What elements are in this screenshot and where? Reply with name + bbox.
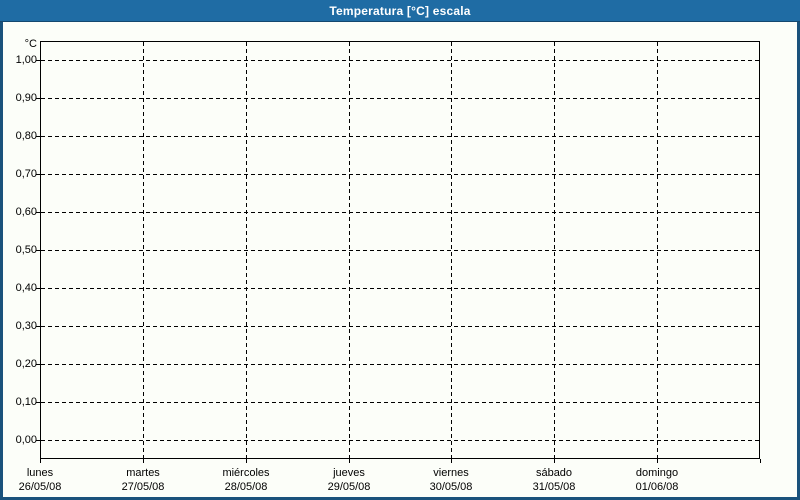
- y-tick-mark: [36, 174, 40, 175]
- v-gridline: [451, 42, 452, 458]
- y-tick-label: 0,70: [15, 168, 37, 180]
- x-tick-mark: [40, 459, 41, 463]
- y-tick-mark: [36, 136, 40, 137]
- h-gridline: [41, 326, 759, 327]
- h-gridline: [41, 440, 759, 441]
- y-tick-mark: [36, 98, 40, 99]
- x-category-label: martes 27/05/08: [83, 466, 203, 494]
- h-gridline: [41, 60, 759, 61]
- y-tick-label: 0,90: [15, 92, 37, 104]
- v-gridline: [349, 42, 350, 458]
- v-gridline: [143, 42, 144, 458]
- window-frame-left: [0, 22, 3, 500]
- y-tick-label: 0,40: [15, 282, 37, 294]
- x-tick-mark: [554, 459, 555, 463]
- plot-area: [40, 41, 760, 459]
- x-category-label: miércoles 28/05/08: [186, 466, 306, 494]
- x-date-label: 29/05/08: [327, 481, 371, 493]
- x-tick-mark: [349, 459, 350, 463]
- x-weekday-label: miércoles: [222, 467, 270, 479]
- y-tick-label: 0,00: [15, 434, 37, 446]
- x-date-label: 31/05/08: [532, 481, 576, 493]
- y-tick-label: 0,50: [15, 244, 37, 256]
- x-weekday-label: viernes: [433, 467, 469, 479]
- x-category-label: lunes 26/05/08: [0, 466, 100, 494]
- y-tick-label: 0,30: [15, 320, 37, 332]
- x-tick-mark: [143, 459, 144, 463]
- x-weekday-label: jueves: [333, 467, 365, 479]
- x-date-label: 30/05/08: [429, 481, 473, 493]
- x-tick-mark: [451, 459, 452, 463]
- y-tick-label: 0,80: [15, 130, 37, 142]
- h-gridline: [41, 98, 759, 99]
- y-axis-unit-label: °C: [24, 38, 37, 50]
- y-tick-mark: [36, 60, 40, 61]
- chart-title-bar: Temperatura [°C] escala: [0, 0, 800, 22]
- y-tick-mark: [36, 326, 40, 327]
- h-gridline: [41, 174, 759, 175]
- x-category-label: sábado 31/05/08: [494, 466, 614, 494]
- y-tick-label: 0,10: [15, 396, 37, 408]
- x-weekday-label: sábado: [535, 467, 573, 479]
- h-gridline: [41, 136, 759, 137]
- y-tick-mark: [36, 440, 40, 441]
- x-date-label: 26/05/08: [18, 481, 62, 493]
- x-date-label: 27/05/08: [121, 481, 165, 493]
- y-tick-mark: [36, 364, 40, 365]
- y-tick-label: 0,20: [15, 358, 37, 370]
- y-tick-mark: [36, 288, 40, 289]
- y-tick-mark: [36, 250, 40, 251]
- v-gridline: [657, 42, 658, 458]
- y-tick-label: 0,60: [15, 206, 37, 218]
- h-gridline: [41, 212, 759, 213]
- h-gridline: [41, 288, 759, 289]
- x-tick-mark: [246, 459, 247, 463]
- h-gridline: [41, 364, 759, 365]
- x-category-label: jueves 29/05/08: [289, 466, 409, 494]
- window-frame-right: [797, 22, 800, 500]
- x-category-label: domingo 01/06/08: [597, 466, 717, 494]
- chart-title: Temperatura [°C] escala: [329, 3, 471, 18]
- y-tick-label: 1,00: [15, 54, 37, 66]
- window-frame-bottom: [0, 497, 800, 500]
- x-tick-mark: [760, 459, 761, 463]
- h-gridline: [41, 250, 759, 251]
- x-weekday-label: domingo: [635, 467, 679, 479]
- x-category-label: viernes 30/05/08: [391, 466, 511, 494]
- x-date-label: 01/06/08: [635, 481, 679, 493]
- h-gridline: [41, 402, 759, 403]
- x-weekday-label: lunes: [26, 467, 54, 479]
- y-tick-mark: [36, 212, 40, 213]
- x-weekday-label: martes: [126, 467, 160, 479]
- y-tick-mark: [36, 402, 40, 403]
- v-gridline: [554, 42, 555, 458]
- x-tick-mark: [657, 459, 658, 463]
- v-gridline: [246, 42, 247, 458]
- x-date-label: 28/05/08: [224, 481, 268, 493]
